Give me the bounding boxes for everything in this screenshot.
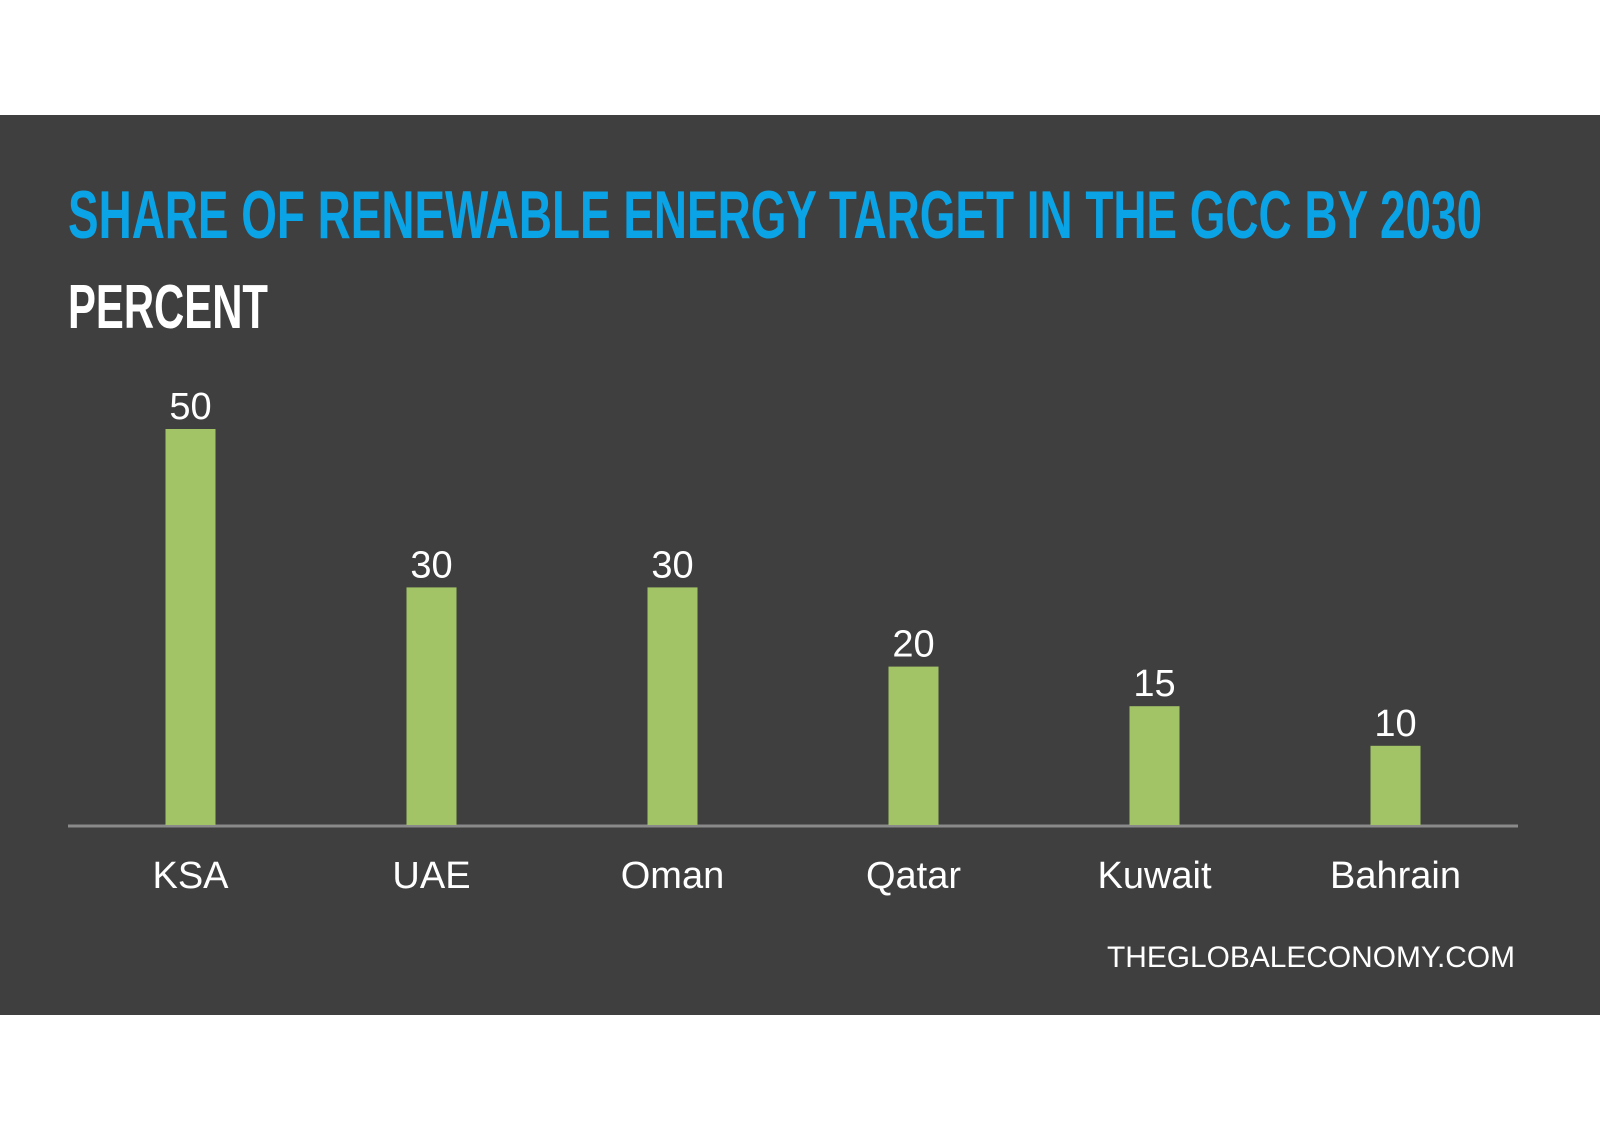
value-label: 20 [892,624,934,666]
chart-subtitle: PERCENT [68,273,268,342]
x-tick-label: UAE [392,855,470,897]
bar [1129,706,1180,825]
value-label: 10 [1374,703,1416,745]
x-tick-label: Bahrain [1330,855,1461,897]
x-tick-label: Oman [621,855,724,897]
bar [888,666,939,825]
bar [1370,745,1421,825]
background-panel [0,115,1600,1015]
source-note: THEGLOBALECONOMY.COM [1107,941,1515,974]
x-tick-label: KSA [152,855,229,897]
value-label: 15 [1133,663,1175,705]
value-label: 30 [651,544,693,586]
bar [165,429,216,825]
x-tick-label: Kuwait [1097,855,1211,897]
value-label: 30 [410,544,452,586]
bar [406,587,457,825]
value-label: 50 [169,386,211,428]
bar [647,587,698,825]
chart-title: SHARE OF RENEWABLE ENERGY TARGET IN THE … [68,177,1482,253]
x-tick-label: Qatar [866,855,961,897]
